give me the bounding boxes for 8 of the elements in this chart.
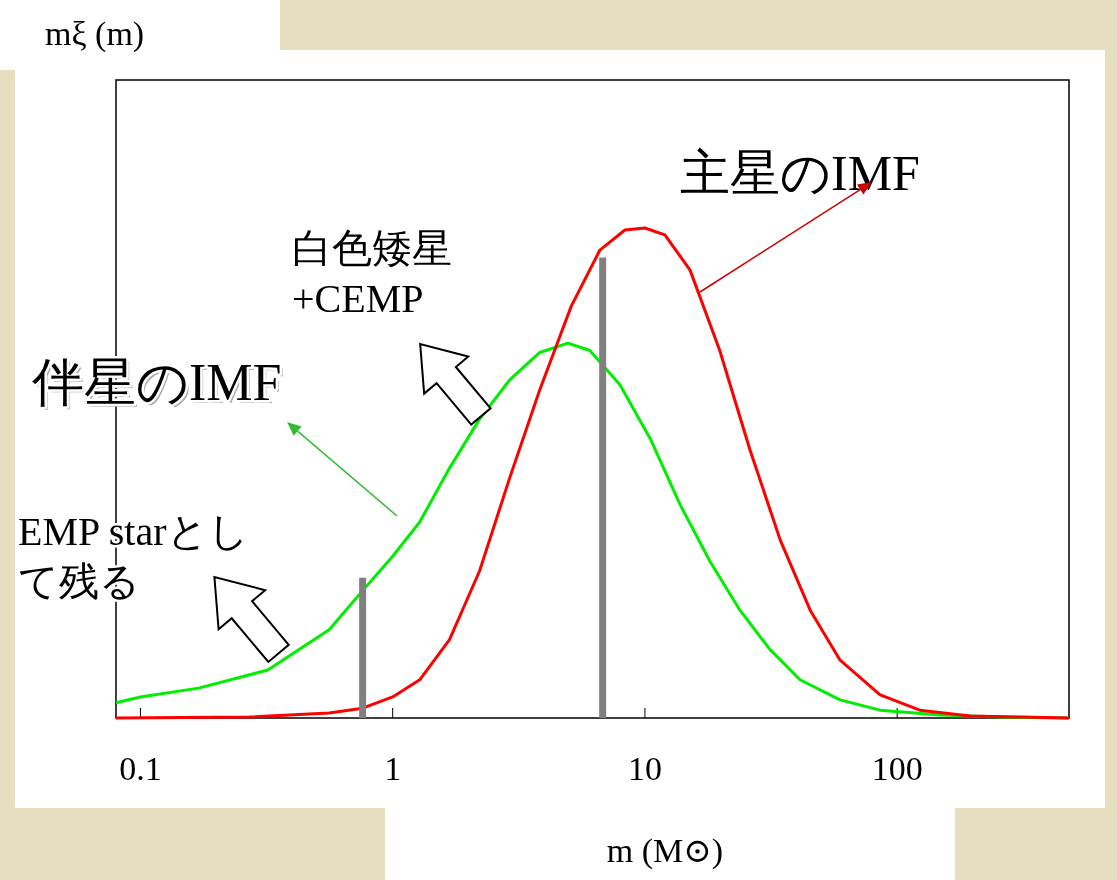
text: 主星のIMF (680, 145, 920, 201)
annotation: 白色矮星 +CEMP (292, 226, 452, 321)
x-tick-label: 100 (871, 750, 923, 787)
x-axis-title: m (M⊙) (606, 832, 724, 870)
x-tick-label: 1 (384, 750, 402, 787)
x-tick-label: 10 (627, 750, 662, 787)
x-tick-label: 0.1 (119, 750, 162, 787)
text: mξ (m) (45, 15, 145, 53)
